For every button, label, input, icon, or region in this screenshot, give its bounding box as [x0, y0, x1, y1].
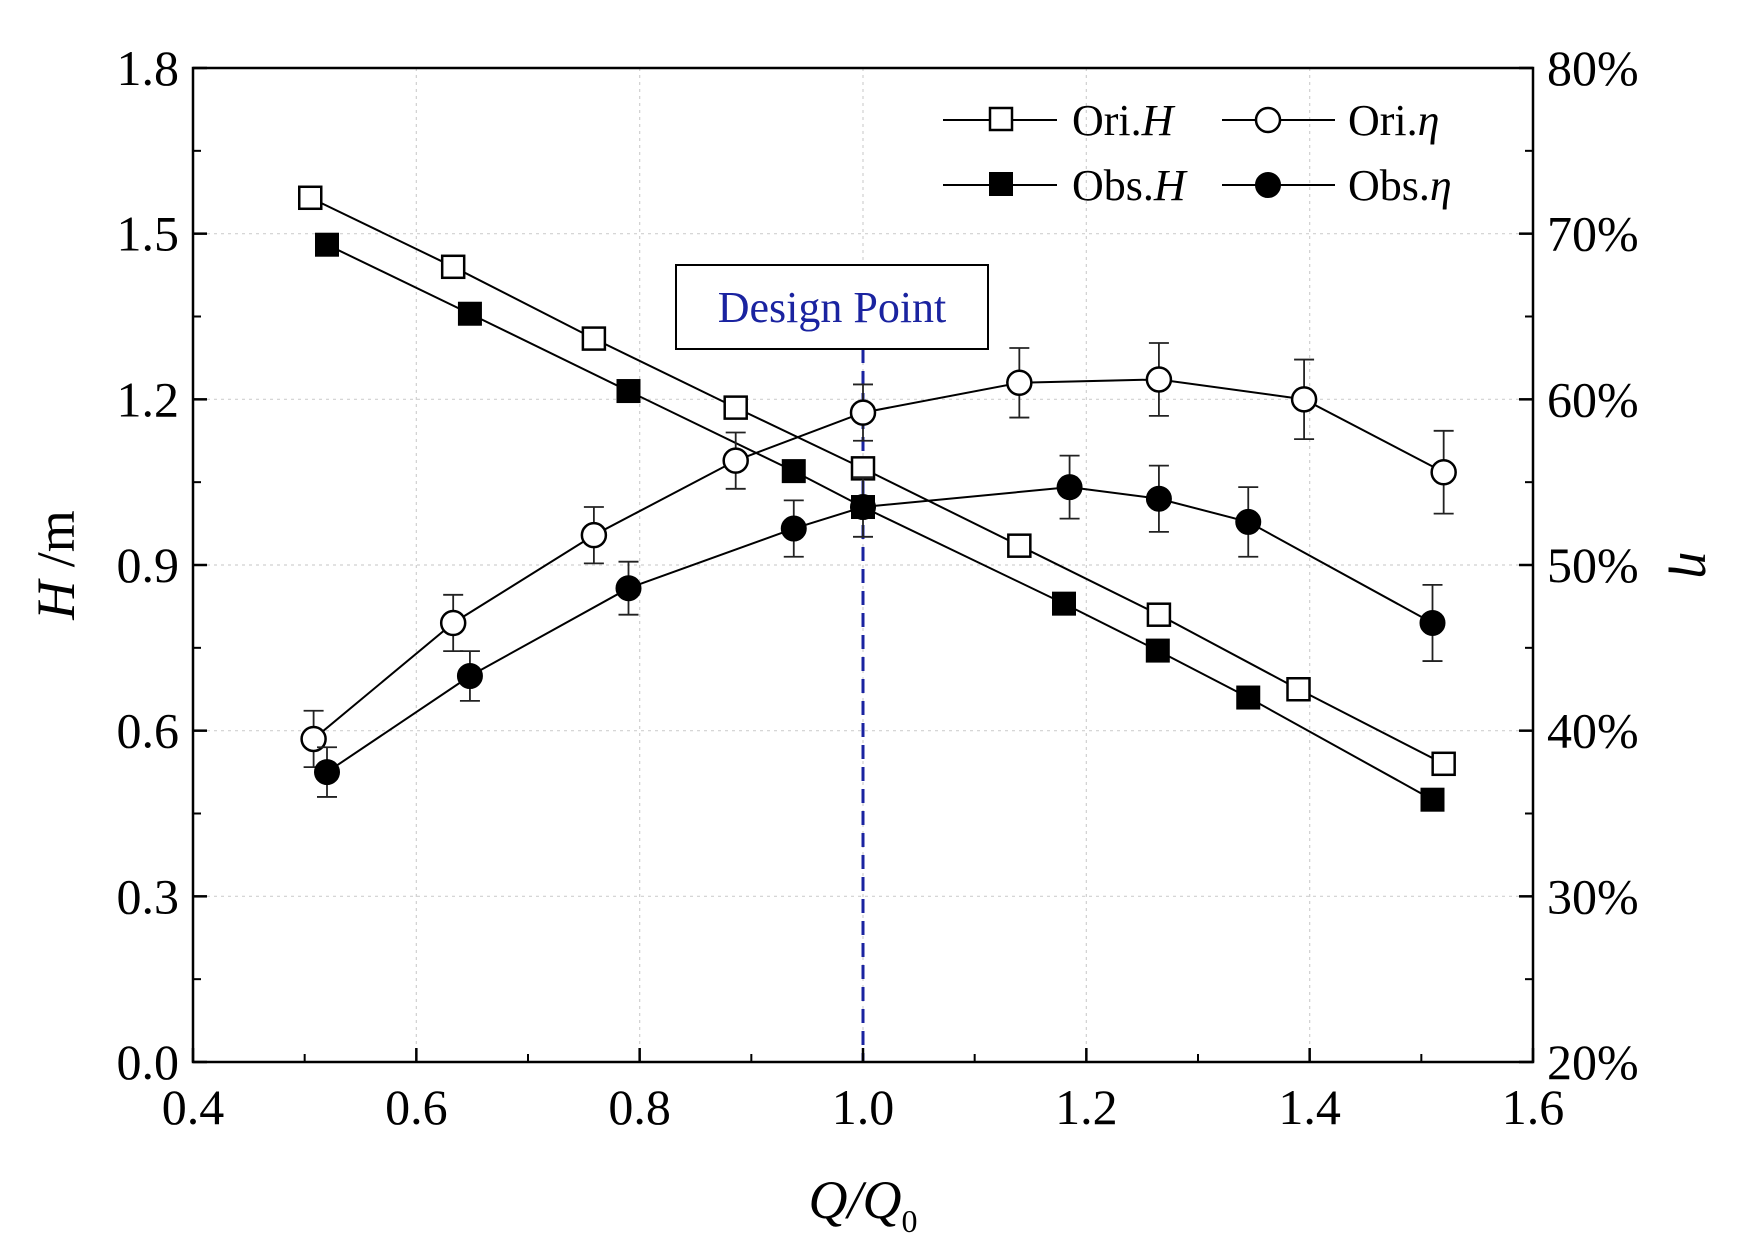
y-left-tick-label: 0.3	[117, 868, 180, 924]
legend-label-ori-h: Ori.H	[1072, 96, 1176, 145]
legend-marker-open-circle	[1254, 106, 1282, 134]
data-point	[456, 662, 483, 689]
data-point	[1145, 485, 1172, 512]
data-point	[1052, 591, 1076, 616]
tick-marks	[191, 66, 1535, 1064]
series-2	[300, 342, 1457, 769]
series-0	[298, 185, 1456, 777]
y-right-tick-label: 50%	[1547, 537, 1639, 593]
y-left-axis-title-unit: /m	[26, 510, 86, 581]
data-point	[850, 494, 876, 521]
data-point	[457, 301, 482, 326]
y-right-tick-label: 40%	[1547, 703, 1639, 759]
data-point	[1236, 685, 1261, 710]
legend-marker-open-square	[988, 106, 1014, 132]
series-line	[326, 486, 1433, 773]
x-tick-label: 1.0	[832, 1079, 895, 1135]
y-left-axis-title: H /m	[26, 510, 86, 621]
x-tick-label: 0.6	[385, 1079, 448, 1135]
series-layer	[298, 185, 1457, 812]
data-point	[580, 521, 608, 549]
y-left-tick-label: 0.9	[117, 537, 180, 593]
data-point	[439, 609, 467, 637]
data-point	[440, 254, 466, 280]
series-3	[314, 454, 1446, 798]
data-point	[1419, 609, 1446, 636]
y-left-axis-title-main: H	[26, 578, 86, 621]
data-point	[315, 232, 339, 257]
data-point	[1146, 602, 1172, 627]
data-point	[1235, 508, 1262, 535]
legend-label-ori-eta: Ori.η	[1348, 96, 1439, 145]
legend-item-obs-h: Obs.H	[943, 161, 1188, 210]
y-right-tick-label: 70%	[1547, 206, 1639, 262]
y-left-tick-label: 1.2	[117, 371, 180, 427]
data-point	[1007, 533, 1032, 558]
x-tick-label: 1.4	[1278, 1079, 1341, 1135]
legend-marker-filled-circle	[1255, 172, 1281, 198]
legend-marker-filled-square	[989, 172, 1013, 196]
data-point	[298, 185, 323, 211]
y-right-tick-label: 60%	[1547, 371, 1639, 427]
data-point	[1286, 677, 1311, 702]
design-point-label: Design Point	[718, 283, 947, 332]
x-tick-labels: 0.4 0.6 0.8 1.0 1.2 1.4 1.6	[162, 1079, 1565, 1135]
x-tick-label: 1.6	[1502, 1079, 1565, 1135]
data-point	[850, 456, 876, 481]
data-point	[581, 326, 607, 351]
data-point	[780, 515, 807, 542]
data-point	[1006, 369, 1033, 397]
legend-item-obs-eta: Obs.η	[1222, 161, 1452, 210]
data-point	[1145, 638, 1170, 663]
data-point	[1420, 787, 1445, 812]
data-point	[1056, 474, 1083, 501]
data-point	[849, 399, 877, 426]
data-point	[722, 447, 749, 474]
data-point	[300, 725, 327, 753]
legend-item-ori-h: Ori.H	[943, 96, 1176, 145]
x-tick-label: 0.8	[608, 1079, 671, 1135]
y-left-tick-labels: 0.0 0.3 0.6 0.9 1.2 1.5 1.8	[117, 40, 180, 1090]
data-point	[1290, 386, 1318, 413]
series-line	[312, 378, 1445, 740]
y-left-tick-label: 0.0	[117, 1034, 180, 1090]
y-right-tick-labels: 20% 30% 40% 50% 60% 70% 80%	[1547, 40, 1639, 1090]
legend: Ori.H Ori.η Obs.H Obs.η	[943, 96, 1452, 210]
y-left-tick-label: 1.8	[117, 40, 180, 96]
x-axis-title-main: Q/Q	[809, 1170, 902, 1230]
data-point	[616, 379, 641, 404]
y-left-tick-label: 0.6	[117, 703, 180, 759]
y-right-axis-title: η	[1668, 552, 1728, 579]
x-axis-title-sub: 0	[902, 1203, 918, 1239]
legend-label-obs-eta: Obs.η	[1348, 161, 1452, 210]
y-left-tick-label: 1.5	[117, 206, 180, 262]
data-point	[314, 759, 340, 786]
grid	[193, 68, 1533, 1062]
x-tick-label: 1.2	[1055, 1079, 1118, 1135]
data-point	[723, 395, 748, 420]
legend-item-ori-eta: Ori.η	[1222, 96, 1439, 145]
y-right-tick-label: 20%	[1547, 1034, 1639, 1090]
data-point	[781, 459, 806, 484]
data-point	[1145, 366, 1173, 393]
data-point	[1431, 751, 1456, 777]
y-right-tick-label: 30%	[1547, 868, 1639, 924]
x-axis-title: Q/Q0	[809, 1170, 918, 1239]
data-point	[615, 575, 642, 602]
design-point-box	[675, 264, 989, 350]
x-tick-label: 0.4	[162, 1079, 225, 1135]
legend-label-obs-h: Obs.H	[1072, 161, 1188, 210]
y-right-tick-label: 80%	[1547, 40, 1639, 96]
design-point-annotation: Design Point	[675, 264, 989, 1062]
data-point	[1430, 458, 1457, 486]
